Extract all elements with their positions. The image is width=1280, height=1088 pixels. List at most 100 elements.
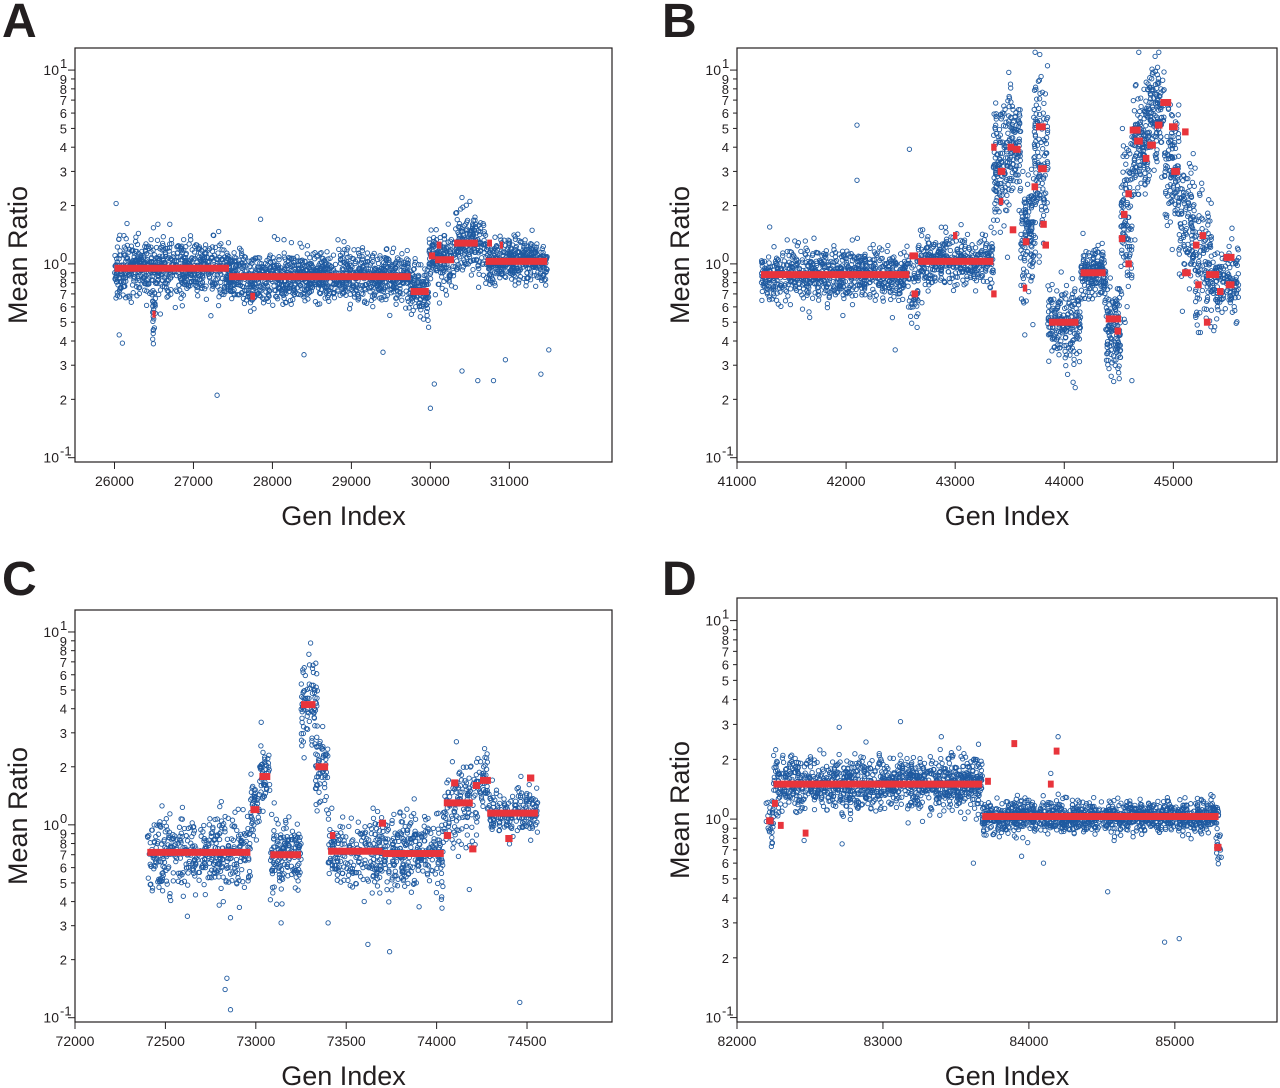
data-point bbox=[759, 297, 765, 304]
data-point bbox=[256, 292, 262, 298]
data-point bbox=[148, 236, 154, 243]
data-point bbox=[461, 257, 467, 263]
outlier-point bbox=[431, 381, 437, 387]
data-point bbox=[383, 246, 389, 253]
data-point bbox=[246, 258, 252, 264]
data-point bbox=[415, 272, 422, 279]
data-point bbox=[843, 259, 850, 265]
data-point bbox=[137, 277, 143, 283]
data-point bbox=[275, 262, 281, 268]
data-point bbox=[380, 260, 387, 266]
data-point bbox=[1058, 338, 1064, 344]
data-point bbox=[425, 324, 432, 330]
data-point bbox=[281, 237, 287, 243]
data-point bbox=[1028, 258, 1034, 264]
data-point bbox=[295, 258, 301, 265]
y-tick-label: 7 bbox=[722, 93, 729, 108]
data-point bbox=[378, 294, 384, 301]
data-point bbox=[121, 232, 127, 239]
data-point bbox=[913, 313, 920, 320]
data-point bbox=[1020, 168, 1026, 175]
data-point bbox=[283, 299, 289, 305]
data-point bbox=[428, 269, 434, 275]
y-tick-exponent: 1 bbox=[60, 56, 67, 71]
data-point bbox=[1009, 125, 1015, 131]
data-point bbox=[541, 277, 548, 283]
data-point bbox=[915, 278, 921, 284]
data-point bbox=[867, 279, 873, 285]
data-point bbox=[1001, 223, 1007, 229]
outlier-point bbox=[427, 405, 434, 411]
data-point bbox=[1074, 330, 1080, 336]
data-point bbox=[317, 290, 323, 297]
data-point bbox=[1075, 302, 1082, 308]
data-point bbox=[480, 220, 486, 227]
data-point bbox=[202, 286, 208, 292]
data-point bbox=[516, 249, 522, 255]
data-point bbox=[993, 197, 999, 204]
data-point bbox=[909, 320, 915, 326]
data-point bbox=[1080, 253, 1087, 259]
data-point bbox=[972, 288, 979, 294]
data-point bbox=[239, 283, 246, 290]
data-point bbox=[1005, 130, 1011, 136]
data-point bbox=[276, 256, 282, 263]
data-point bbox=[463, 248, 469, 254]
data-point bbox=[371, 295, 377, 301]
y-tick-label: 4 bbox=[60, 334, 67, 349]
data-point bbox=[887, 288, 893, 294]
y-tick-label: 2 bbox=[60, 392, 67, 407]
data-point bbox=[1107, 275, 1113, 281]
data-point bbox=[849, 237, 855, 243]
data-point bbox=[211, 280, 218, 286]
data-point bbox=[216, 294, 222, 300]
data-point bbox=[357, 261, 363, 267]
data-point bbox=[1031, 114, 1037, 121]
data-point bbox=[943, 236, 950, 242]
data-point bbox=[1016, 138, 1022, 145]
data-point bbox=[993, 184, 1000, 190]
data-point bbox=[765, 286, 771, 293]
data-point bbox=[854, 235, 861, 241]
data-point bbox=[966, 246, 973, 252]
data-point bbox=[286, 288, 292, 295]
data-point bbox=[778, 283, 784, 289]
data-point bbox=[1043, 140, 1050, 147]
data-point bbox=[389, 249, 395, 256]
data-point bbox=[411, 276, 418, 282]
data-point bbox=[406, 305, 412, 311]
data-point bbox=[987, 276, 994, 282]
data-point bbox=[1099, 240, 1105, 247]
outlier-point bbox=[502, 357, 509, 363]
data-point bbox=[782, 298, 789, 304]
data-point bbox=[209, 286, 215, 292]
data-point bbox=[456, 254, 463, 260]
data-point bbox=[994, 195, 1000, 201]
data-point bbox=[270, 302, 276, 308]
data-point bbox=[322, 265, 328, 271]
data-point bbox=[174, 259, 180, 265]
data-point bbox=[784, 237, 790, 243]
data-point bbox=[922, 281, 928, 288]
data-point bbox=[969, 242, 975, 248]
data-point bbox=[247, 284, 254, 290]
data-point bbox=[375, 260, 382, 267]
data-point bbox=[307, 266, 313, 273]
x-tick-label: 28000 bbox=[253, 473, 292, 489]
data-point bbox=[998, 116, 1004, 122]
data-point bbox=[1002, 178, 1008, 184]
data-point bbox=[175, 243, 181, 249]
data-point bbox=[915, 244, 921, 250]
y-tick-exponent: 1 bbox=[722, 56, 729, 71]
data-point bbox=[1006, 103, 1012, 110]
data-point bbox=[212, 244, 219, 251]
data-point bbox=[992, 206, 998, 212]
data-point bbox=[436, 300, 443, 306]
data-point bbox=[540, 243, 546, 250]
data-point bbox=[459, 267, 466, 273]
data-point bbox=[424, 308, 430, 315]
data-point bbox=[527, 269, 534, 275]
data-point bbox=[1043, 190, 1049, 196]
data-point bbox=[343, 251, 349, 257]
data-point bbox=[1069, 295, 1075, 301]
